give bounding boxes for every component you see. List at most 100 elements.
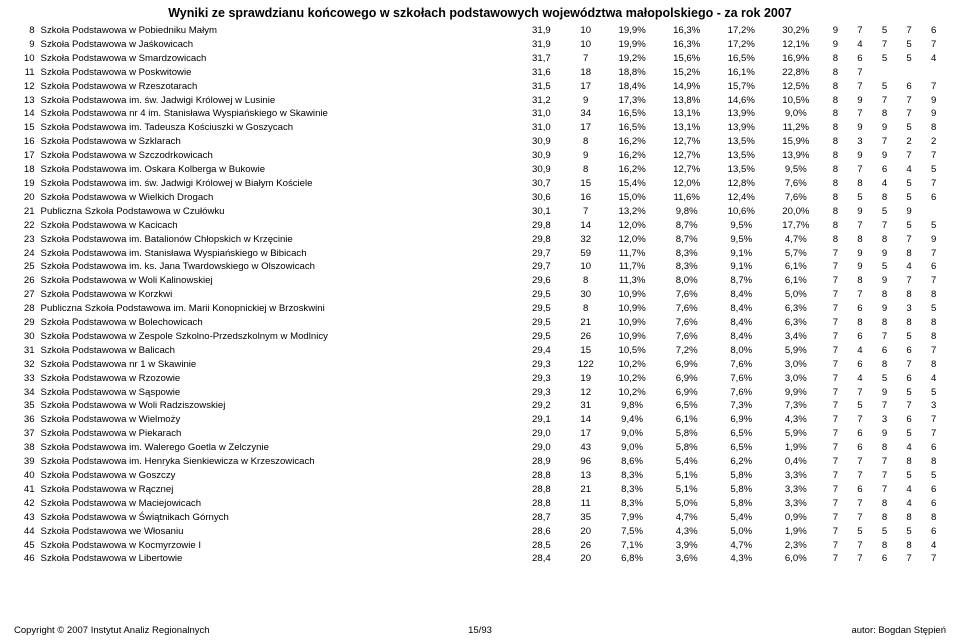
cell-s1: 7 (823, 247, 848, 261)
cell-pct-3: 7,3% (714, 399, 769, 413)
cell-pct-4: 4,3% (769, 413, 824, 427)
cell-s4: 5 (897, 525, 922, 539)
cell-s1: 7 (823, 511, 848, 525)
cell-school-name: Publiczna Szkoła Podstawowa im. Marii Ko… (39, 302, 517, 316)
table-row: 20Szkoła Podstawowa w Wielkich Drogach30… (14, 191, 946, 205)
cell-value: 31,7 (516, 52, 566, 66)
cell-school-name: Publiczna Szkoła Podstawowa w Czułówku (39, 205, 517, 219)
cell-s3 (872, 66, 897, 80)
cell-s1: 8 (823, 205, 848, 219)
cell-pct-1: 16,5% (605, 107, 660, 121)
cell-s4: 3 (897, 302, 922, 316)
cell-s2: 9 (848, 260, 873, 274)
cell-count: 8 (567, 163, 605, 177)
cell-index: 9 (14, 38, 39, 52)
cell-s2: 9 (848, 149, 873, 163)
cell-s4: 6 (897, 80, 922, 94)
cell-pct-1: 18,8% (605, 66, 660, 80)
table-row: 42Szkoła Podstawowa w Maciejowicach28,81… (14, 497, 946, 511)
cell-index: 41 (14, 483, 39, 497)
cell-pct-1: 10,2% (605, 358, 660, 372)
cell-s2: 9 (848, 247, 873, 261)
cell-s3: 7 (872, 94, 897, 108)
cell-index: 29 (14, 316, 39, 330)
cell-s1: 8 (823, 107, 848, 121)
cell-pct-1: 10,2% (605, 372, 660, 386)
cell-s3: 9 (872, 247, 897, 261)
table-row: 31Szkoła Podstawowa w Balicach29,41510,5… (14, 344, 946, 358)
cell-value: 29,3 (516, 372, 566, 386)
cell-s5: 8 (921, 511, 946, 525)
cell-pct-2: 6,9% (659, 372, 714, 386)
cell-pct-4: 5,7% (769, 247, 824, 261)
cell-pct-3: 7,6% (714, 372, 769, 386)
cell-s2: 7 (848, 80, 873, 94)
cell-pct-4: 5,9% (769, 427, 824, 441)
cell-s4: 5 (897, 52, 922, 66)
cell-school-name: Szkoła Podstawowa w Szczodrkowicach (39, 149, 517, 163)
cell-value: 31,2 (516, 94, 566, 108)
cell-s3: 6 (872, 163, 897, 177)
cell-pct-2: 5,1% (659, 483, 714, 497)
cell-pct-3: 9,1% (714, 260, 769, 274)
cell-s5: 5 (921, 469, 946, 483)
cell-pct-4: 13,9% (769, 149, 824, 163)
cell-index: 44 (14, 525, 39, 539)
cell-pct-1: 11,7% (605, 260, 660, 274)
cell-count: 32 (567, 233, 605, 247)
cell-pct-3: 16,1% (714, 66, 769, 80)
cell-school-name: Szkoła Podstawowa im. Batalionów Chłopsk… (39, 233, 517, 247)
cell-pct-3: 15,7% (714, 80, 769, 94)
cell-s4: 8 (897, 316, 922, 330)
table-row: 21Publiczna Szkoła Podstawowa w Czułówku… (14, 205, 946, 219)
cell-s2: 7 (848, 511, 873, 525)
cell-count: 20 (567, 552, 605, 566)
cell-s4: 5 (897, 38, 922, 52)
cell-s1: 7 (823, 274, 848, 288)
cell-pct-1: 11,7% (605, 247, 660, 261)
cell-value: 29,5 (516, 288, 566, 302)
cell-s4: 7 (897, 233, 922, 247)
cell-pct-2: 11,6% (659, 191, 714, 205)
cell-s5: 8 (921, 288, 946, 302)
cell-s2: 7 (848, 66, 873, 80)
cell-s5: 5 (921, 302, 946, 316)
cell-s2: 7 (848, 24, 873, 38)
cell-pct-1: 9,4% (605, 413, 660, 427)
cell-value: 29,8 (516, 219, 566, 233)
cell-s3: 7 (872, 483, 897, 497)
cell-s3: 6 (872, 552, 897, 566)
cell-pct-4: 0,9% (769, 511, 824, 525)
cell-school-name: Szkoła Podstawowa im. Walerego Goetla w … (39, 441, 517, 455)
cell-pct-3: 17,2% (714, 38, 769, 52)
cell-s5: 7 (921, 344, 946, 358)
table-row: 26Szkoła Podstawowa w Woli Kalinowskiej2… (14, 274, 946, 288)
cell-s1: 7 (823, 316, 848, 330)
cell-count: 14 (567, 219, 605, 233)
cell-index: 40 (14, 469, 39, 483)
cell-school-name: Szkoła Podstawowa im. św. Jadwigi Królow… (39, 94, 517, 108)
cell-s1: 7 (823, 358, 848, 372)
cell-s1: 8 (823, 80, 848, 94)
table-row: 30Szkoła Podstawowa w Zespole Szkolno-Pr… (14, 330, 946, 344)
cell-s1: 7 (823, 344, 848, 358)
cell-s5: 6 (921, 24, 946, 38)
cell-index: 17 (14, 149, 39, 163)
cell-value: 30,1 (516, 205, 566, 219)
cell-pct-4: 3,4% (769, 330, 824, 344)
cell-s5: 8 (921, 121, 946, 135)
cell-count: 11 (567, 497, 605, 511)
cell-pct-2: 8,0% (659, 274, 714, 288)
cell-pct-3: 12,8% (714, 177, 769, 191)
cell-s3: 9 (872, 274, 897, 288)
cell-count: 19 (567, 372, 605, 386)
table-row: 39Szkoła Podstawowa im. Henryka Sienkiew… (14, 455, 946, 469)
table-row: 13Szkoła Podstawowa im. św. Jadwigi Król… (14, 94, 946, 108)
cell-s4: 7 (897, 24, 922, 38)
cell-pct-1: 10,9% (605, 316, 660, 330)
cell-s5: 8 (921, 330, 946, 344)
cell-school-name: Szkoła Podstawowa w Woli Kalinowskiej (39, 274, 517, 288)
cell-school-name: Szkoła Podstawowa im. Oskara Kolberga w … (39, 163, 517, 177)
cell-s3: 7 (872, 469, 897, 483)
cell-pct-4: 9,5% (769, 163, 824, 177)
